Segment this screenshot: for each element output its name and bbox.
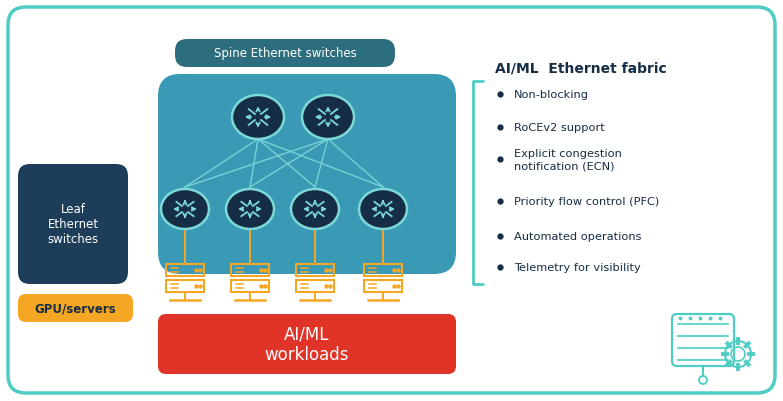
- Ellipse shape: [226, 190, 274, 229]
- Text: AI/ML  Ethernet fabric: AI/ML Ethernet fabric: [495, 61, 667, 75]
- FancyBboxPatch shape: [8, 8, 775, 393]
- Text: GPU/servers: GPU/servers: [34, 302, 117, 315]
- Text: Automated operations: Automated operations: [514, 231, 641, 241]
- FancyBboxPatch shape: [18, 294, 133, 322]
- Ellipse shape: [302, 96, 354, 140]
- Ellipse shape: [232, 96, 284, 140]
- Text: Telemetry for visibility: Telemetry for visibility: [514, 262, 640, 272]
- FancyBboxPatch shape: [18, 164, 128, 284]
- Ellipse shape: [359, 190, 407, 229]
- Ellipse shape: [291, 190, 339, 229]
- Text: RoCEv2 support: RoCEv2 support: [514, 123, 604, 133]
- Ellipse shape: [161, 190, 209, 229]
- Text: AI/ML
workloads: AI/ML workloads: [265, 325, 349, 363]
- FancyBboxPatch shape: [175, 40, 395, 68]
- Text: Priority flow control (PFC): Priority flow control (PFC): [514, 196, 659, 207]
- Text: Leaf
Ethernet
switches: Leaf Ethernet switches: [48, 203, 99, 246]
- Text: Explicit congestion
notification (ECN): Explicit congestion notification (ECN): [514, 148, 622, 171]
- Text: Non-blocking: Non-blocking: [514, 90, 589, 100]
- FancyBboxPatch shape: [158, 314, 456, 374]
- FancyBboxPatch shape: [158, 75, 456, 274]
- Text: Spine Ethernet switches: Spine Ethernet switches: [214, 47, 356, 60]
